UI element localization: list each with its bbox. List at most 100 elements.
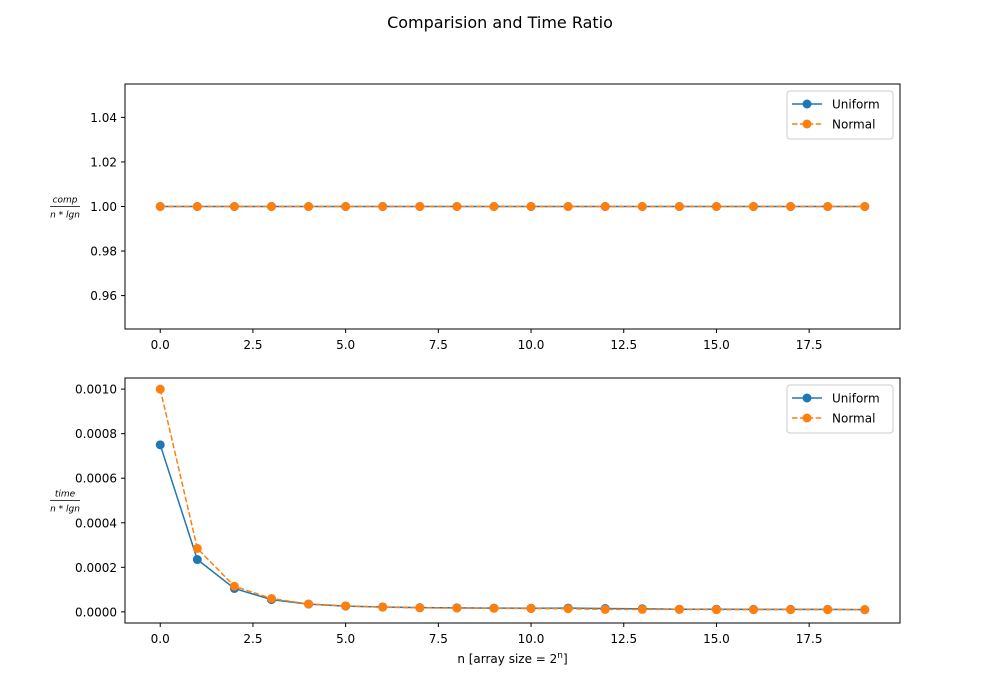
- y-tick-label: 0.98: [90, 245, 117, 259]
- x-tick-label: 17.5: [796, 632, 823, 646]
- x-tick-label: 12.5: [610, 632, 637, 646]
- data-point: [674, 604, 684, 614]
- data-point: [378, 602, 388, 612]
- data-point: [229, 202, 239, 211]
- legend-item-uniform: Uniform: [792, 392, 880, 406]
- subplot-1: 0.0 2.5 5.0 7.5 10.0 12.5 15.0 17.5 0.96 0.98 1.00…: [50, 83, 901, 352]
- y-tick-label: 1.00: [90, 200, 117, 214]
- legend-item-uniform: Uniform: [792, 98, 880, 112]
- data-point: [860, 202, 870, 211]
- data-point: [786, 605, 796, 615]
- x-tick-label: 7.5: [429, 632, 448, 646]
- series-line-normal: [159, 388, 865, 611]
- legend-box: [786, 384, 894, 434]
- data-point: [192, 555, 202, 565]
- x-tick-label: 5.0: [336, 338, 355, 352]
- data-point: [452, 603, 462, 613]
- y-label-numerator: time: [55, 490, 76, 500]
- x-tick-label: 10.0: [518, 632, 545, 646]
- figure-title: Comparision and Time Ratio: [387, 13, 613, 32]
- y-tick-label: 1.04: [90, 111, 117, 125]
- x-tick-label: 10.0: [518, 338, 545, 352]
- x-tick-label: 5.0: [336, 632, 355, 646]
- legend-box: [786, 90, 894, 140]
- data-point: [674, 202, 684, 211]
- series-normal: [155, 384, 870, 615]
- y-tick-label: 0.0004: [75, 516, 117, 530]
- data-point: [563, 202, 573, 211]
- data-point: [711, 605, 721, 615]
- x-label-suffix: ]: [563, 652, 568, 666]
- data-point: [749, 605, 759, 615]
- y-tick-label: 0.0008: [75, 427, 117, 441]
- y-label-denominator: n * lgn: [50, 211, 80, 221]
- legend-item-normal: Normal: [792, 412, 875, 426]
- legend-marker-swatch: [802, 99, 812, 109]
- data-point: [823, 202, 833, 211]
- data-point: [415, 202, 425, 211]
- x-tick-label: 15.0: [703, 338, 730, 352]
- y-tick-label: 0.96: [90, 289, 117, 303]
- data-point: [192, 543, 202, 553]
- x-tick-label: 2.5: [243, 338, 262, 352]
- x-label-prefix: n [array size = 2: [457, 652, 557, 666]
- data-point: [266, 202, 276, 211]
- data-point: [786, 202, 796, 211]
- data-point: [526, 202, 536, 211]
- data-point: [155, 384, 165, 394]
- y-axis-label: time n * lgn: [50, 490, 80, 515]
- x-tick-label: 0.0: [151, 338, 170, 352]
- data-point: [563, 604, 573, 614]
- data-point: [341, 601, 351, 611]
- x-tick-label: 15.0: [703, 632, 730, 646]
- x-tick-label: 2.5: [243, 632, 262, 646]
- y-label-numerator: comp: [53, 196, 78, 206]
- data-point: [229, 581, 239, 591]
- y-label-denominator: n * lgn: [50, 505, 80, 515]
- legend: Uniform Normal: [786, 384, 894, 434]
- data-point: [637, 604, 647, 614]
- legend-label: Normal: [832, 412, 875, 426]
- legend-label: Normal: [832, 118, 875, 132]
- data-point: [155, 440, 165, 450]
- x-label-superscript: n: [557, 651, 563, 661]
- legend-item-normal: Normal: [792, 118, 875, 132]
- subplot-2: 0.0 2.5 5.0 7.5 10.0 12.5 15.0 17.5 0.0000 0.0002…: [50, 377, 901, 666]
- legend-marker-swatch: [802, 119, 812, 129]
- series-normal: [155, 202, 870, 211]
- legend-label: Uniform: [832, 392, 880, 406]
- x-tick-label: 17.5: [796, 338, 823, 352]
- data-point: [526, 604, 536, 614]
- x-axis-label: n [array size = 2n]: [457, 651, 567, 666]
- y-tick-label: 0.0006: [75, 472, 117, 486]
- legend-marker-swatch: [802, 413, 812, 423]
- y-tick-label: 0.0000: [75, 605, 117, 619]
- data-point: [489, 603, 499, 613]
- data-point: [600, 202, 610, 211]
- data-point: [749, 202, 759, 211]
- x-tick-label: 0.0: [151, 632, 170, 646]
- data-point: [155, 202, 165, 211]
- data-point: [452, 202, 462, 211]
- data-point: [266, 594, 276, 603]
- data-point: [378, 202, 388, 211]
- data-point: [823, 605, 833, 615]
- axes-frame: [124, 377, 901, 624]
- data-point: [711, 202, 721, 211]
- y-tick-label: 0.0002: [75, 561, 117, 575]
- data-point: [341, 202, 351, 211]
- legend-marker-swatch: [802, 393, 812, 403]
- data-point: [637, 202, 647, 211]
- legend-label: Uniform: [832, 98, 880, 112]
- plots-area: 0.0 2.5 5.0 7.5 10.0 12.5 15.0 17.5 0.96 0.98 1.00…: [50, 83, 901, 666]
- data-point: [304, 202, 314, 211]
- y-tick-label: 0.0010: [75, 383, 117, 397]
- legend: Uniform Normal: [786, 90, 894, 140]
- y-tick-label: 1.02: [90, 155, 117, 169]
- x-tick-label: 12.5: [610, 338, 637, 352]
- data-point: [192, 202, 202, 211]
- data-point: [600, 604, 610, 614]
- y-axis-label: comp n * lgn: [50, 196, 80, 221]
- data-point: [489, 202, 499, 211]
